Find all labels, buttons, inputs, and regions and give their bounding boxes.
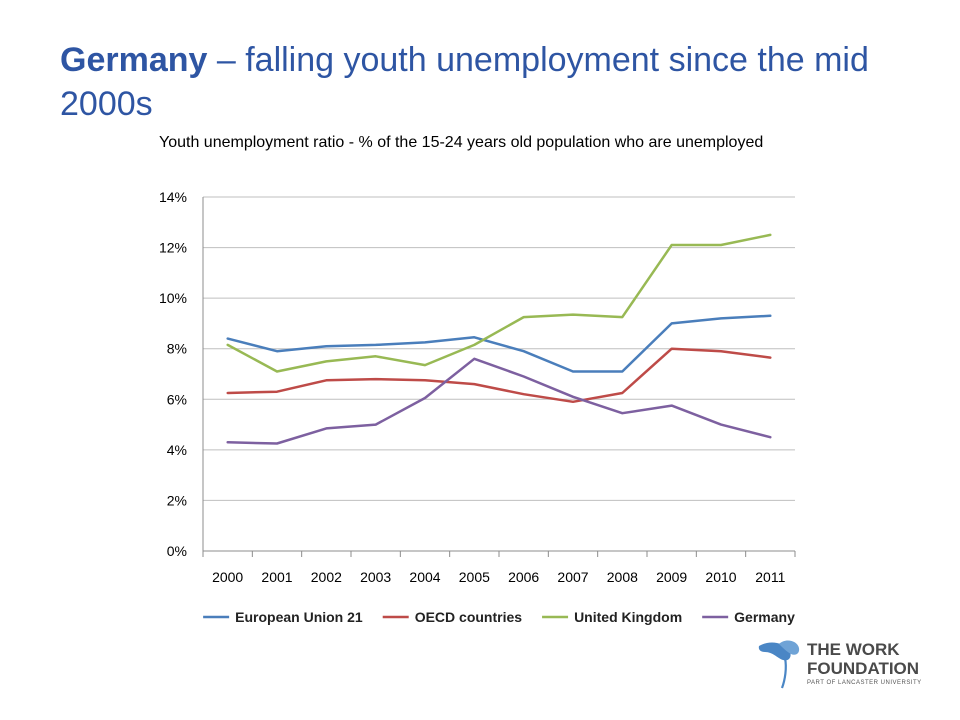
series-line-germany bbox=[226, 357, 772, 445]
x-tick-label: 2004 bbox=[409, 569, 440, 585]
legend-label: United Kingdom bbox=[574, 609, 682, 625]
flower-logo-icon bbox=[758, 640, 800, 689]
series-line-oecd-countries bbox=[226, 347, 772, 404]
x-tick-label: 2000 bbox=[212, 569, 243, 585]
x-tick-label: 2011 bbox=[755, 569, 785, 585]
logo-wordmark: THE WORK FOUNDATION bbox=[807, 640, 920, 678]
y-tick-label: 10% bbox=[159, 290, 187, 306]
legend-label: OECD countries bbox=[415, 609, 523, 625]
series-line-united-kingdom bbox=[226, 233, 772, 373]
y-tick-label: 4% bbox=[167, 442, 187, 458]
x-tick-label: 2006 bbox=[508, 569, 539, 585]
y-tick-label: 6% bbox=[167, 391, 187, 407]
y-tick-label: 2% bbox=[167, 492, 187, 508]
x-tick-label: 2005 bbox=[459, 569, 490, 585]
x-tick-label: 2003 bbox=[360, 569, 391, 585]
page-title-bold: Germany bbox=[60, 41, 208, 79]
y-tick-label: 14% bbox=[159, 189, 187, 205]
x-tick-label: 2007 bbox=[557, 569, 588, 585]
legend: European Union 21 OECD countries United Ki… bbox=[203, 609, 795, 625]
page-title-rest: – falling youth unemployment since the m… bbox=[60, 41, 869, 123]
page-title: Germany – falling youth unemployment sin… bbox=[60, 38, 920, 126]
x-tick-label: 2009 bbox=[656, 569, 687, 585]
work-foundation-logo: THE WORK FOUNDATION PART OF LANCASTER UNI… bbox=[755, 638, 935, 694]
axes: 0% 2% 4% 6% 8% 10% 12% 14% 2000 2001 2002 2003 2004 2… bbox=[159, 189, 796, 585]
logo-subline: PART OF LANCASTER UNIVERSITY bbox=[807, 680, 922, 686]
legend-label: Germany bbox=[734, 609, 795, 625]
chart-subtitle: Youth unemployment ratio - % of the 15-2… bbox=[159, 134, 764, 151]
x-tick-label: 2001 bbox=[261, 569, 292, 585]
x-tick-label: 2010 bbox=[705, 569, 736, 585]
series-line-european-union-21 bbox=[226, 314, 772, 373]
series-lines bbox=[226, 233, 772, 445]
y-tick-label: 12% bbox=[159, 240, 187, 256]
y-tick-label: 8% bbox=[167, 341, 187, 357]
x-tick-label: 2008 bbox=[607, 569, 638, 585]
legend-label: European Union 21 bbox=[235, 609, 363, 625]
x-tick-label: 2002 bbox=[311, 569, 342, 585]
y-tick-label: 0% bbox=[167, 543, 187, 559]
